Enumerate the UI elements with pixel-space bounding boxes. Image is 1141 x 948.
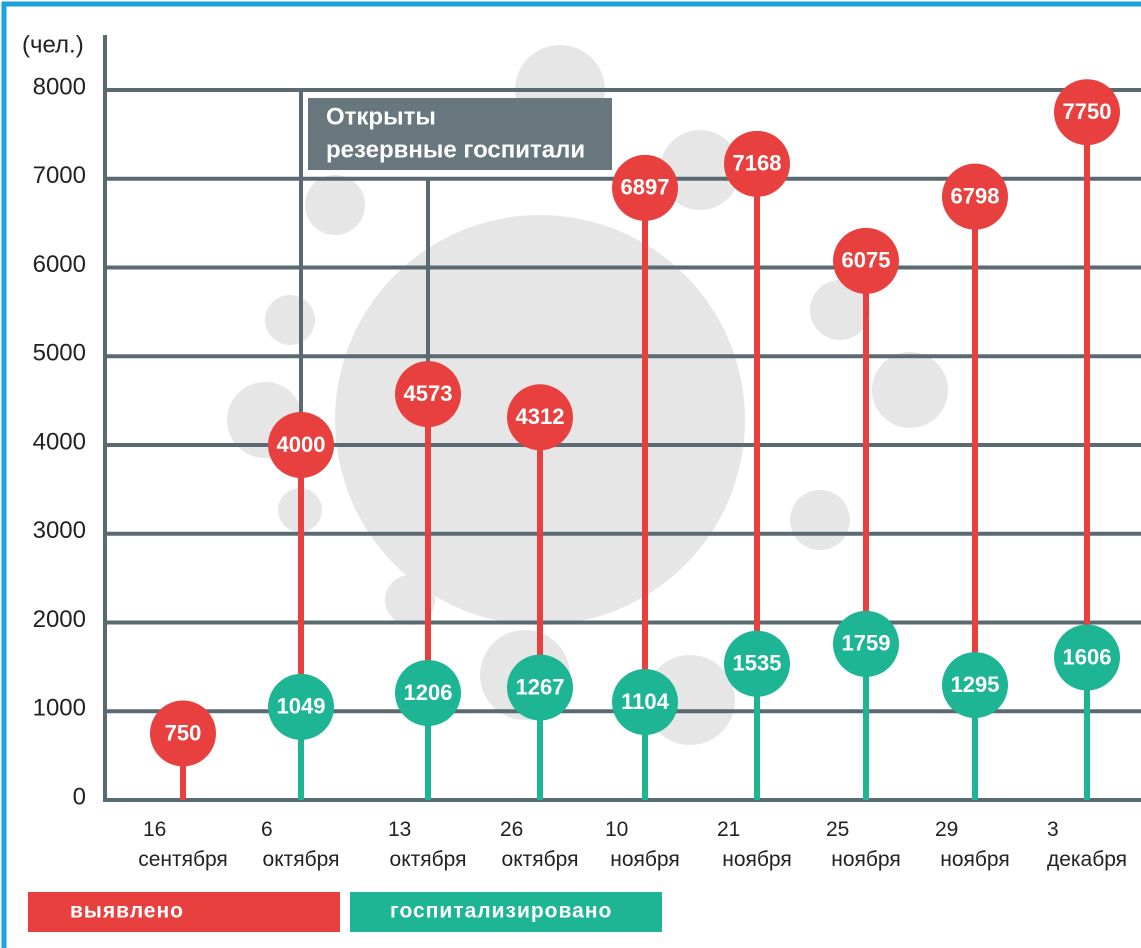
x-tick-label: 13 октября [388,818,466,871]
x-tick-label: 25 ноября [826,818,901,871]
value-label: 1759 [842,631,891,656]
y-tick-label: 3000 [33,517,86,544]
bubble [395,659,461,726]
y-axis-label: (чел.) [22,31,84,58]
x-tick-label: 16 сентября [138,818,228,871]
bubble [507,654,573,721]
bubble [612,669,678,736]
x-tick-label: 3 декабря [1047,818,1127,871]
y-tick-label: 2000 [33,606,86,633]
annotation-box [308,98,612,170]
bubble [833,610,899,677]
y-tick-label: 7000 [33,162,86,189]
value-label: 6897 [621,175,670,200]
value-label: 6075 [842,248,891,273]
x-tick-label: 29 ноября [935,818,1010,871]
value-label: 7750 [1063,99,1112,124]
value-label: 1104 [621,689,669,714]
value-label: 7168 [733,151,782,176]
bubble [395,361,461,428]
value-label: 4573 [404,381,453,406]
legend-label: госпитализировано [390,900,612,923]
y-tick-label: 8000 [33,73,86,100]
bubble [507,384,573,451]
y-tick-label: 6000 [33,251,86,278]
y-tick-label: 0 [73,783,86,810]
bubble [833,227,899,294]
value-label: 4000 [277,432,326,457]
bubble [1054,79,1120,146]
legend-swatch [28,892,340,932]
x-tick-label: 21 ноября [717,818,792,871]
bubble [942,652,1008,719]
annotation-text: резервные госпитали [326,136,585,163]
bubble [942,163,1008,230]
bubble [268,673,334,740]
y-tick-label: 5000 [33,340,86,367]
bubble [724,130,790,197]
bubble [1054,624,1120,691]
value-label: 1267 [516,674,565,699]
x-tick-label: 26 октября [500,818,578,871]
annotation-text: Открыты [326,103,436,130]
y-tick-label: 4000 [33,428,86,455]
bubble [724,630,790,697]
bubble [268,412,334,478]
value-label: 4312 [516,404,565,429]
y-tick-label: 1000 [33,695,86,722]
value-label: 1295 [951,672,1000,697]
value-label: 1535 [733,651,782,676]
legend-label: выявлено [70,900,184,923]
bubble [612,154,678,221]
legend-swatch [350,892,662,932]
value-label: 750 [165,720,202,745]
value-label: 1606 [1063,644,1112,669]
x-tick-label: 6 октября [261,818,339,871]
x-tick-label: 10 ноября [605,818,680,871]
value-label: 1049 [277,694,326,719]
value-label: 1206 [404,680,453,705]
value-label: 6798 [951,183,1000,208]
bubble [150,700,216,767]
